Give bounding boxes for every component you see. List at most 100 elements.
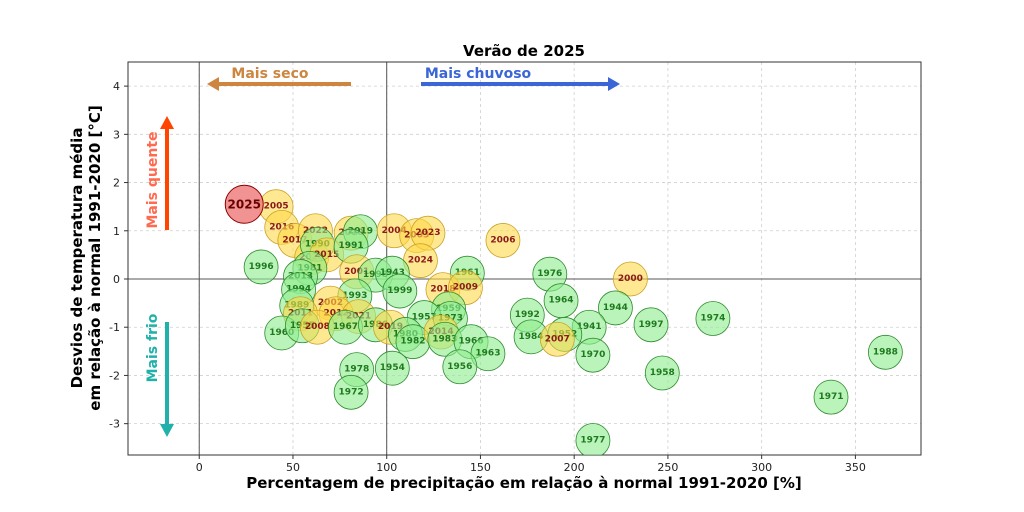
point-marker (539, 321, 575, 357)
point-label: 1974 (700, 314, 725, 324)
data-points: 2005201620172022202019902015198120102019… (224, 184, 903, 455)
point-label: 2016 (269, 222, 294, 232)
point-2000: 2000 (613, 261, 648, 297)
point-label: 2004 (382, 226, 407, 236)
y-tick-label: -1 (109, 321, 120, 334)
point-marker (633, 307, 669, 343)
point-label: 1944 (603, 303, 628, 313)
point-1984: 1984 (513, 319, 549, 355)
point-marker (333, 374, 369, 410)
warmer-arrowhead (160, 116, 174, 129)
x-tick-label: 200 (564, 461, 585, 474)
point-label: 2005 (264, 202, 289, 212)
point-marker (374, 350, 410, 386)
point-1967: 1967 (328, 309, 363, 345)
point-label: 1954 (380, 363, 405, 373)
point-label: 1967 (333, 322, 358, 332)
point-1964: 1964 (543, 283, 579, 319)
point-label: 1966 (459, 337, 484, 347)
point-label: 2000 (618, 274, 643, 284)
warmer-label: Mais quente (145, 131, 161, 228)
x-tick-label: 300 (751, 461, 772, 474)
point-label: 1992 (515, 310, 540, 320)
point-marker (598, 290, 633, 326)
point-label: 1999 (387, 286, 412, 296)
point-label: 1957 (412, 313, 437, 323)
point-label: 1977 (580, 436, 605, 446)
point-1958: 1958 (644, 355, 680, 391)
y-tick-label: 2 (113, 177, 120, 190)
point-label: 1993 (342, 291, 367, 301)
highlight-marker (224, 184, 264, 224)
point-label: 1982 (400, 337, 425, 347)
point-label: 1960 (269, 328, 294, 338)
point-1970: 1970 (575, 337, 611, 373)
y-axis-ticks: -3 -2 -1 0 1 2 3 4 (109, 80, 128, 431)
wetter-label: Mais chuvoso (425, 66, 532, 82)
x-tick-label: 150 (470, 461, 491, 474)
point-label: 1958 (650, 368, 675, 378)
annotations: Mais seco Mais chuvoso Mais quente Mais … (145, 66, 620, 437)
point-2006: 2006 (485, 223, 521, 258)
point-marker (382, 273, 418, 309)
y-axis-label-line-2: em relação à normal 1991-2020 [°C] (86, 105, 104, 410)
point-marker (867, 334, 903, 370)
point-1997: 1997 (633, 307, 669, 343)
point-label: 2024 (408, 256, 433, 266)
point-label: 2006 (490, 235, 515, 245)
point-marker (485, 223, 521, 258)
y-tick-label: -3 (109, 418, 120, 431)
drier-label: Mais seco (231, 66, 309, 82)
point-label: 1976 (537, 269, 562, 279)
point-label: 2007 (545, 334, 570, 344)
point-label: 1956 (447, 362, 472, 372)
y-tick-label: 4 (113, 80, 120, 93)
point-1974: 1974 (695, 301, 731, 336)
point-label: 1972 (339, 387, 364, 397)
point-marker (644, 355, 680, 391)
point-label: 1943 (380, 268, 405, 278)
point-2007: 2007 (539, 321, 575, 357)
point-marker (442, 349, 478, 385)
point-marker (575, 423, 611, 455)
x-tick-label: 0 (196, 461, 203, 474)
y-tick-label: 0 (113, 273, 120, 286)
point-label: 1991 (339, 241, 364, 251)
point-1977: 1977 (575, 423, 611, 455)
colder-arrowhead (160, 424, 174, 437)
point-1988: 1988 (867, 334, 903, 370)
point-label: 2009 (453, 283, 478, 293)
point-label: 1978 (344, 365, 369, 375)
point-label: 1996 (249, 262, 274, 272)
point-label: 2023 (415, 228, 440, 238)
y-axis-label: Desvios de temperatura média em relação … (68, 105, 104, 410)
y-tick-label: 1 (113, 225, 120, 238)
point-label: 2015 (314, 250, 339, 260)
point-1956: 1956 (442, 349, 478, 385)
point-label: 2008 (305, 322, 330, 332)
point-1971: 1971 (813, 379, 849, 415)
point-label: 2018 (430, 285, 455, 295)
point-1963: 1963 (470, 336, 506, 372)
point-2025: 2025 (224, 184, 264, 224)
point-label: 1988 (873, 347, 898, 357)
point-label: 1941 (577, 322, 602, 332)
point-1954: 1954 (374, 350, 410, 386)
point-1996: 1996 (243, 249, 279, 285)
point-label: 2017 (282, 235, 307, 245)
point-1944: 1944 (598, 290, 633, 326)
y-tick-label: -2 (109, 369, 120, 382)
chart-title: Verão de 2025 (463, 42, 585, 60)
point-marker (243, 249, 279, 285)
drier-arrowhead (207, 77, 219, 91)
point-label: 1983 (432, 334, 457, 344)
point-label: 1970 (580, 350, 605, 360)
point-marker (695, 301, 731, 336)
point-label: 1963 (475, 349, 500, 359)
highlight-label: 2025 (228, 197, 261, 211)
x-tick-label: 350 (845, 461, 866, 474)
y-tick-label: 3 (113, 128, 120, 141)
plot-frame (127, 61, 922, 456)
point-label: 1964 (549, 296, 574, 306)
x-tick-label: 100 (376, 461, 397, 474)
